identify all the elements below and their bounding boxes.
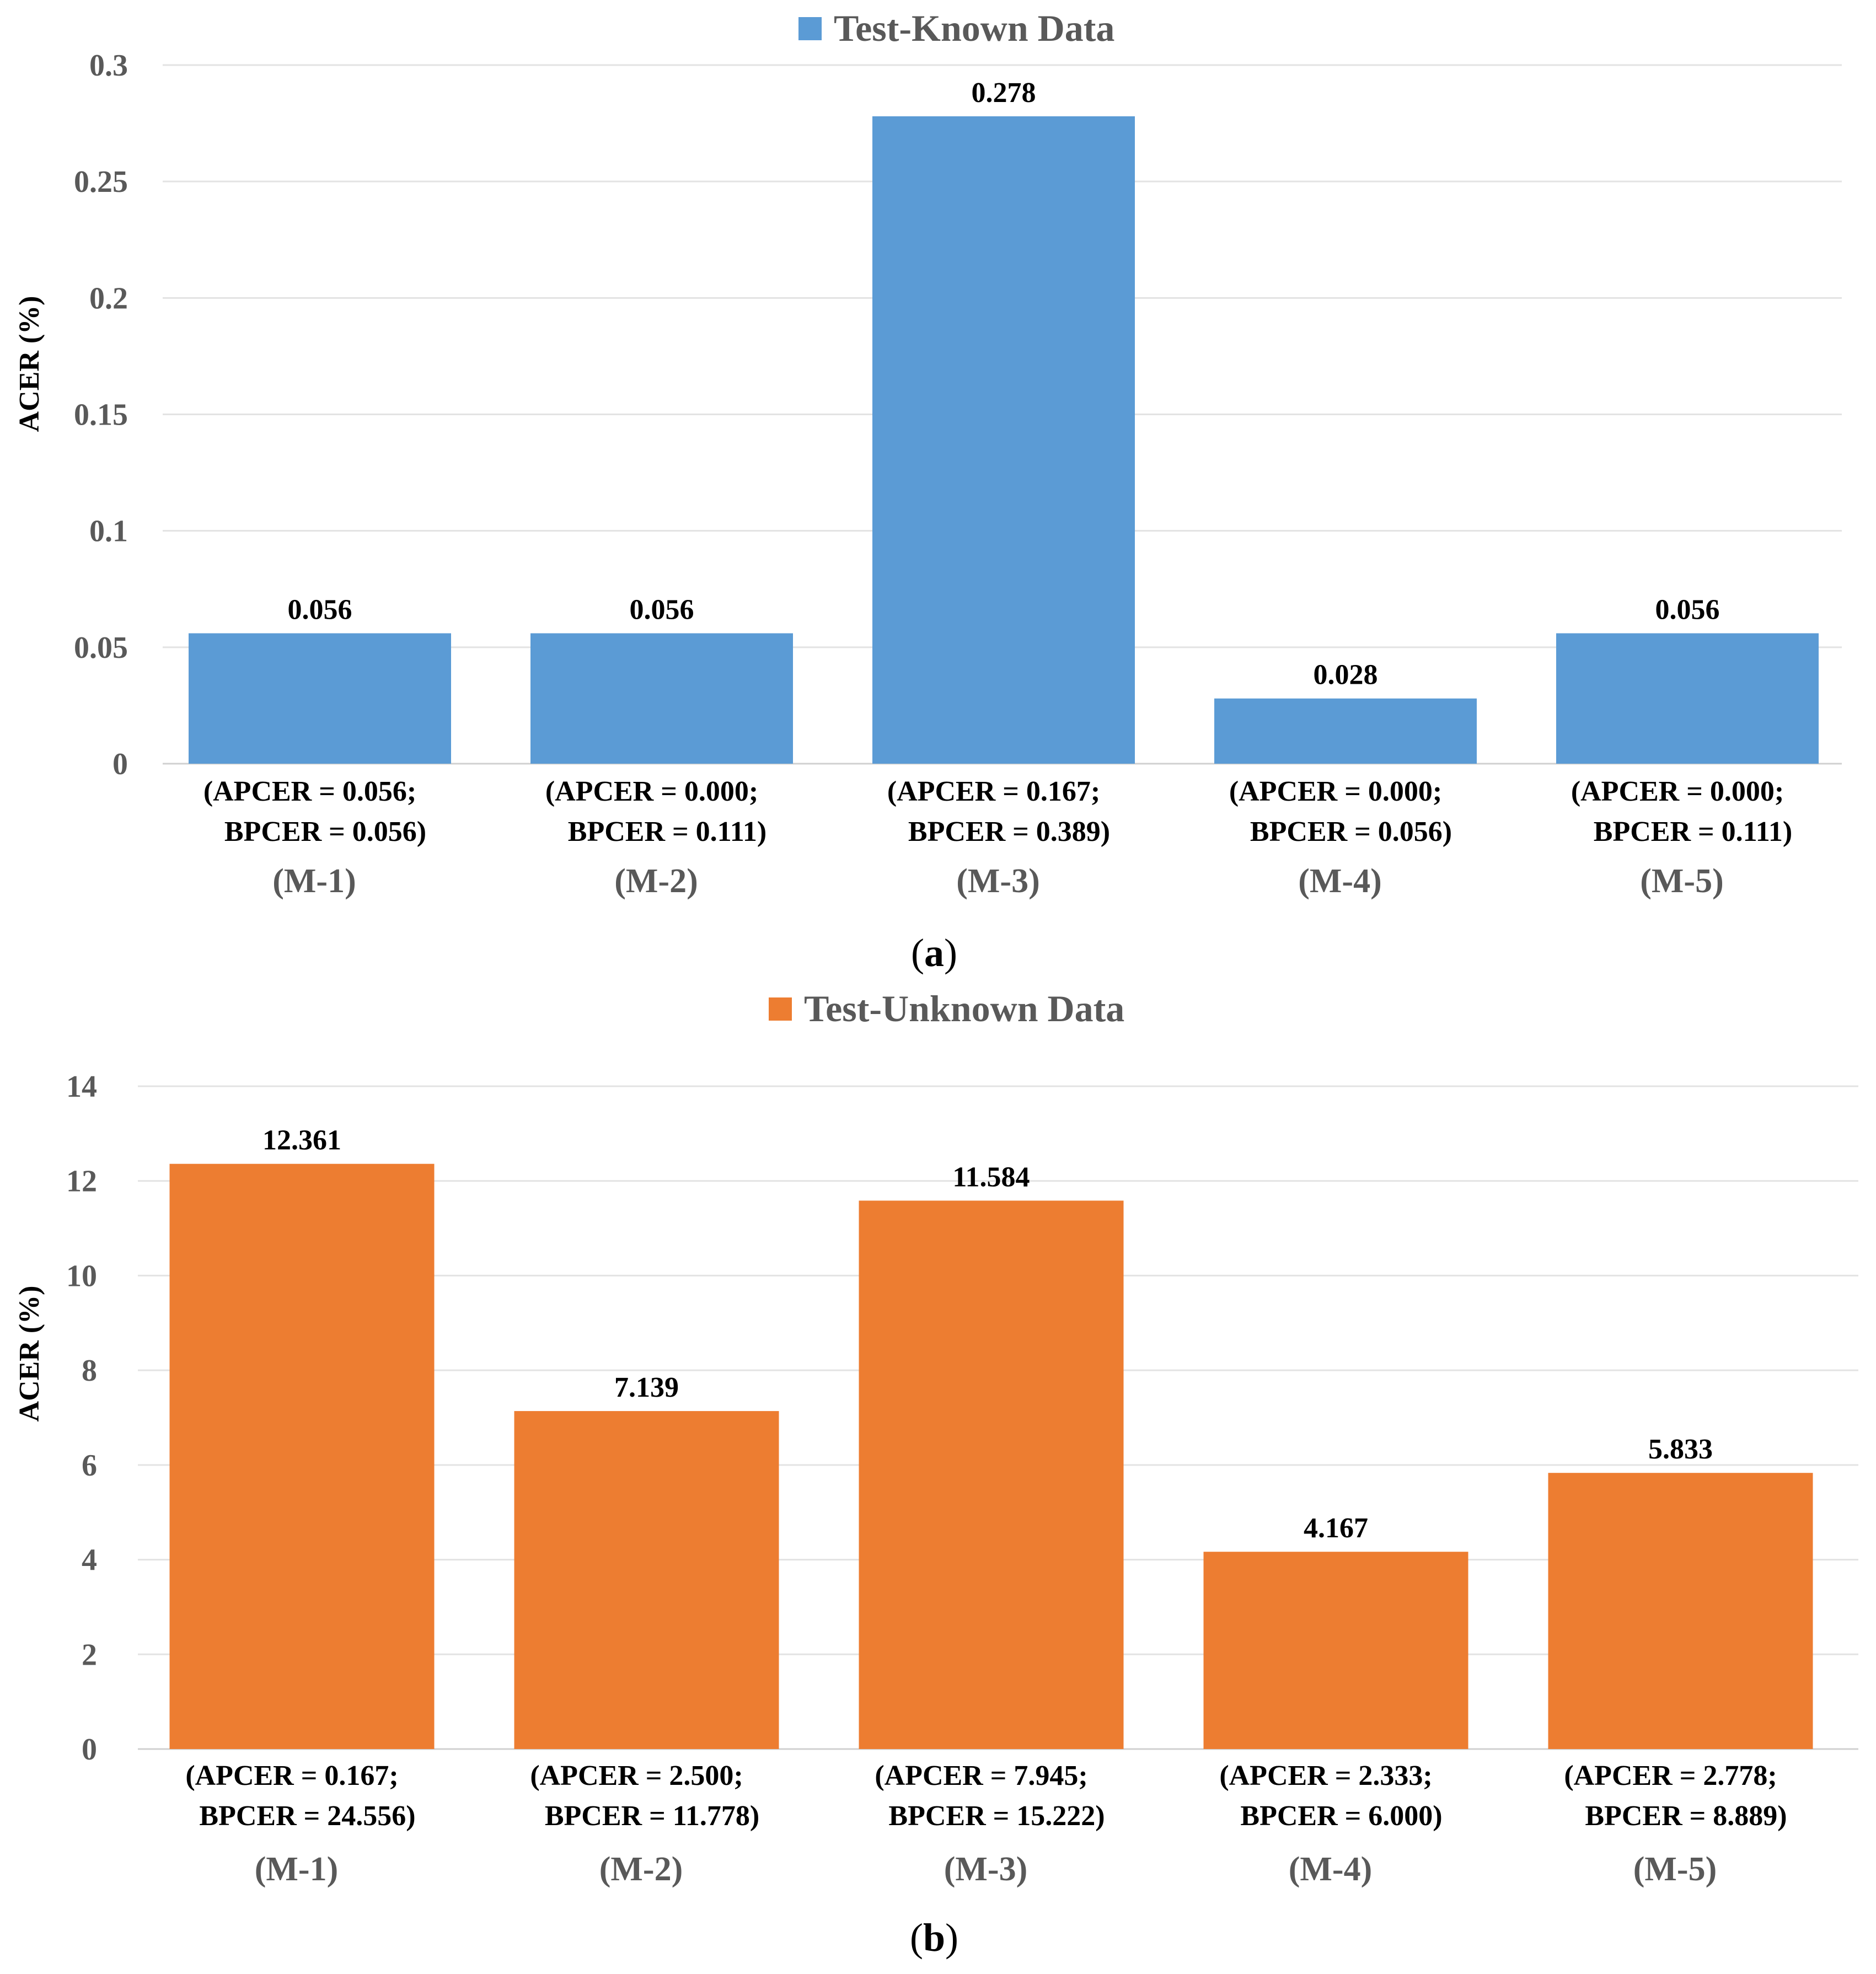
chart-panel-a: 0 0.05 0.1 0.15 0.2 0.25 0.3 ACER (%) Test-Known… bbox=[14, 7, 1842, 975]
bar-value-label: 11.584 bbox=[952, 1161, 1030, 1193]
y-tick-label: 6 bbox=[82, 1449, 97, 1483]
y-tick-label: 0 bbox=[112, 747, 128, 781]
bar bbox=[169, 1163, 435, 1749]
y-tick-label: 0 bbox=[82, 1732, 97, 1767]
bar bbox=[1548, 1473, 1813, 1749]
y-tick-label: 8 bbox=[82, 1354, 97, 1388]
y-tick-label: 0.2 bbox=[89, 281, 128, 315]
bar-value-label: 0.028 bbox=[1314, 659, 1378, 691]
legend-label: Test-Unknown Data bbox=[804, 988, 1124, 1029]
bar bbox=[1556, 633, 1819, 764]
panel-letter: a bbox=[924, 931, 944, 975]
y-tick-label: 12 bbox=[66, 1165, 97, 1199]
legend-swatch bbox=[769, 997, 792, 1021]
y-tick-label: 0.15 bbox=[74, 398, 128, 432]
apcer-label: (APCER = 7.945; bbox=[875, 1760, 1087, 1791]
apcer-label: (APCER = 2.333; bbox=[1219, 1760, 1432, 1791]
bpcer-label: BPCER = 0.111) bbox=[568, 816, 767, 847]
bpcer-label: BPCER = 0.111) bbox=[1594, 816, 1792, 847]
y-tick-label: 10 bbox=[66, 1259, 97, 1293]
y-tick-label: 14 bbox=[66, 1070, 97, 1104]
bar-value-label: 0.056 bbox=[288, 594, 352, 625]
bar bbox=[1203, 1552, 1468, 1749]
x-category-label: (M-4) bbox=[1298, 862, 1381, 900]
bar-value-label: 4.167 bbox=[1304, 1512, 1368, 1544]
bar-value-label: 0.278 bbox=[972, 77, 1036, 109]
apcer-label: (APCER = 0.000; bbox=[545, 776, 758, 807]
x-category-label: (M-3) bbox=[956, 862, 1039, 900]
bar bbox=[859, 1200, 1124, 1749]
bpcer-label: BPCER = 11.778) bbox=[545, 1800, 759, 1832]
bpcer-label: BPCER = 0.389) bbox=[908, 816, 1110, 847]
panel-label: (a) bbox=[911, 931, 957, 975]
x-category-label: (M-2) bbox=[614, 862, 698, 900]
bpcer-label: BPCER = 8.889) bbox=[1585, 1800, 1787, 1832]
bar-value-label: 0.056 bbox=[1655, 594, 1720, 625]
apcer-label: (APCER = 0.167; bbox=[185, 1760, 398, 1791]
x-category-label: (M-5) bbox=[1640, 862, 1723, 900]
bar bbox=[514, 1411, 779, 1749]
y-tick-label: 0.3 bbox=[89, 49, 128, 83]
x-category-label: (M-3) bbox=[944, 1850, 1027, 1888]
panel-letter: b bbox=[923, 1916, 945, 1960]
y-tick-label: 2 bbox=[82, 1638, 97, 1672]
bar bbox=[1214, 698, 1477, 764]
bar bbox=[872, 116, 1135, 764]
x-category-label: (M-2) bbox=[599, 1850, 683, 1888]
legend-swatch bbox=[798, 17, 822, 40]
panel-label: (b) bbox=[910, 1916, 958, 1960]
x-category-label: (M-5) bbox=[1633, 1850, 1717, 1888]
bar-value-label: 0.056 bbox=[630, 594, 694, 625]
y-axis-title: ACER (%) bbox=[14, 1286, 45, 1422]
bpcer-label: BPCER = 15.222) bbox=[888, 1800, 1105, 1832]
x-category-label: (M-1) bbox=[255, 1850, 338, 1888]
bpcer-label: BPCER = 0.056) bbox=[224, 816, 426, 847]
bpcer-label: BPCER = 0.056) bbox=[1250, 816, 1452, 847]
y-axis-title: ACER (%) bbox=[14, 296, 45, 432]
bar-value-label: 5.833 bbox=[1648, 1434, 1713, 1465]
y-tick-label: 0.1 bbox=[89, 514, 128, 549]
legend-label: Test-Known Data bbox=[834, 7, 1114, 49]
y-tick-label: 4 bbox=[82, 1543, 97, 1578]
y-tick-label: 0.05 bbox=[74, 631, 128, 665]
apcer-label: (APCER = 2.778; bbox=[1564, 1760, 1777, 1791]
chart-panel-b: 0 2 4 6 8 10 12 14 ACER (%) Test-Unknown Data 12.3… bbox=[14, 988, 1858, 1960]
bpcer-label: BPCER = 24.556) bbox=[199, 1800, 415, 1832]
apcer-label: (APCER = 0.056; bbox=[203, 776, 416, 807]
apcer-label: (APCER = 0.167; bbox=[887, 776, 1100, 807]
bpcer-label: BPCER = 6.000) bbox=[1240, 1800, 1442, 1832]
bar-value-label: 7.139 bbox=[614, 1372, 679, 1403]
bar bbox=[189, 633, 451, 764]
apcer-label: (APCER = 0.000; bbox=[1571, 776, 1784, 807]
bar-value-label: 12.361 bbox=[262, 1125, 341, 1156]
x-category-label: (M-1) bbox=[272, 862, 356, 900]
x-category-label: (M-4) bbox=[1289, 1850, 1372, 1888]
bar bbox=[530, 633, 793, 764]
apcer-label: (APCER = 0.000; bbox=[1229, 776, 1442, 807]
y-tick-label: 0.25 bbox=[74, 165, 128, 199]
apcer-label: (APCER = 2.500; bbox=[530, 1760, 743, 1791]
